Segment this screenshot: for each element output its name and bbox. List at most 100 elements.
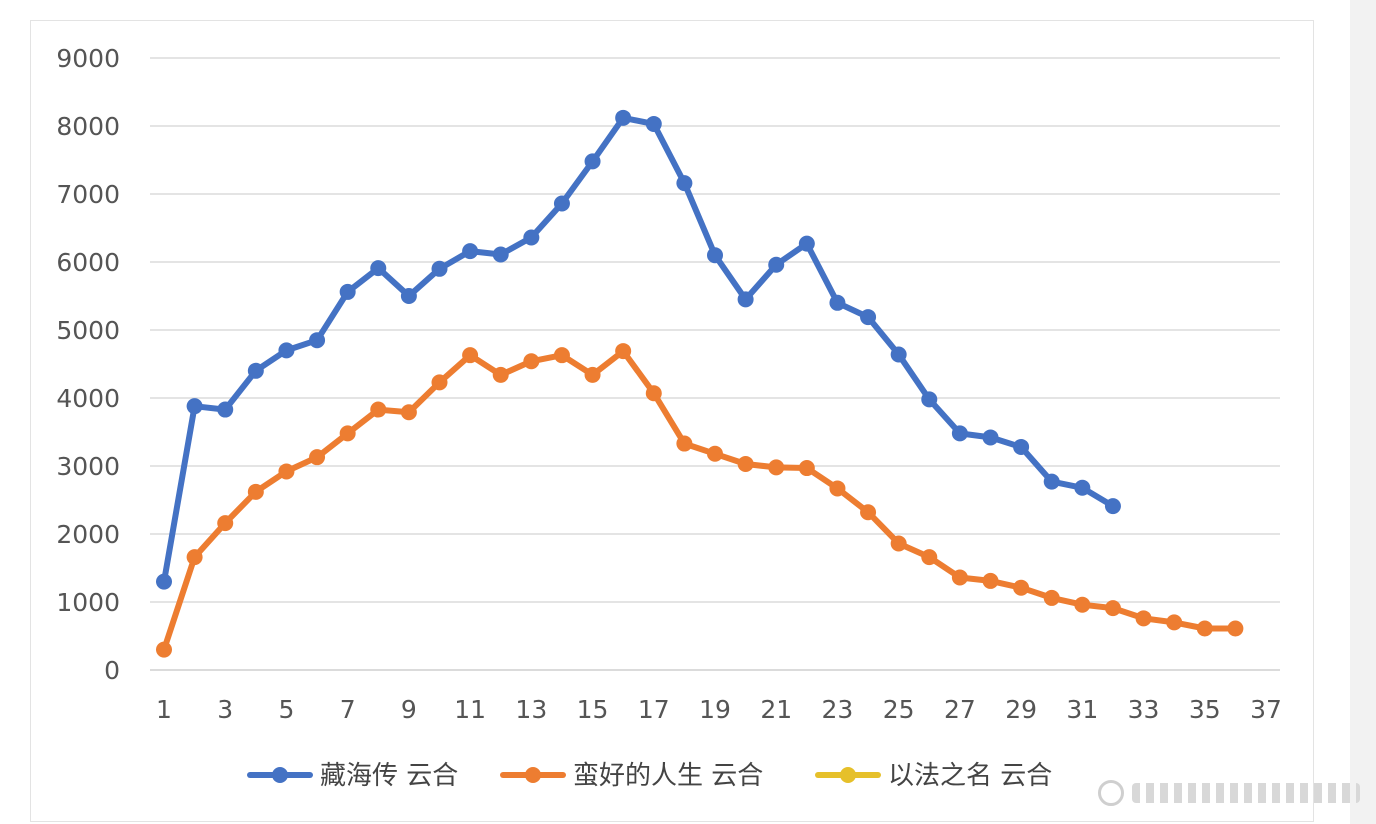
data-point-series-1 <box>584 153 601 170</box>
data-point-series-2 <box>1074 596 1091 613</box>
x-tick-label: 7 <box>340 695 356 724</box>
data-point-series-2 <box>1104 600 1121 617</box>
data-point-series-1 <box>829 294 846 311</box>
x-tick-label: 15 <box>577 695 609 724</box>
data-point-series-2 <box>1043 589 1060 606</box>
data-point-series-2 <box>492 366 509 383</box>
data-point-series-1 <box>860 309 877 326</box>
x-tick-label: 29 <box>1005 695 1037 724</box>
data-point-series-2 <box>217 515 234 532</box>
data-point-series-2 <box>400 404 417 421</box>
data-point-series-1 <box>431 260 448 277</box>
x-tick-label: 17 <box>638 695 670 724</box>
data-point-series-1 <box>1013 438 1030 455</box>
data-point-series-2 <box>951 569 968 586</box>
data-point-series-1 <box>1043 473 1060 490</box>
data-point-series-1 <box>1074 479 1091 496</box>
data-point-series-2 <box>1196 620 1213 637</box>
y-tick-label: 5000 <box>56 316 120 345</box>
x-tick-label: 27 <box>944 695 976 724</box>
watermark-logo-icon <box>1098 780 1124 806</box>
watermark-text-blur <box>1132 783 1360 803</box>
x-tick-label: 13 <box>515 695 547 724</box>
data-point-series-2 <box>982 572 999 589</box>
watermark <box>1098 775 1360 811</box>
y-tick-label: 6000 <box>56 248 120 277</box>
x-tick-label: 35 <box>1189 695 1221 724</box>
x-tick-label: 33 <box>1128 695 1160 724</box>
data-point-series-1 <box>400 288 417 304</box>
y-tick-label: 1000 <box>56 588 120 617</box>
data-point-series-1 <box>278 342 295 359</box>
data-point-series-1 <box>1104 498 1121 515</box>
data-point-series-2 <box>370 401 387 418</box>
legend: 藏海传 云合 蛮好的人生 云合 以法之名 云合 <box>247 761 1052 791</box>
data-point-series-1 <box>768 256 785 273</box>
legend-marker-3 <box>840 767 856 783</box>
x-tick-label: 25 <box>883 695 915 724</box>
y-tick-label: 0 <box>104 656 120 685</box>
x-tick-label: 3 <box>217 695 233 724</box>
data-point-series-2 <box>615 343 632 360</box>
data-point-series-1 <box>523 229 540 246</box>
x-tick-label: 31 <box>1066 695 1098 724</box>
data-point-series-1 <box>492 246 509 263</box>
data-point-series-1 <box>676 175 693 192</box>
legend-label-3: 以法之名 云合 <box>888 761 1052 791</box>
data-point-series-1 <box>309 332 326 349</box>
data-point-series-2 <box>309 449 326 466</box>
y-axis-tick-labels: 0 1000 2000 3000 4000 5000 6000 7000 8000 9000 <box>56 44 120 685</box>
data-point-series-1 <box>370 260 387 277</box>
data-point-series-2 <box>553 347 570 364</box>
data-point-series-1 <box>615 109 632 126</box>
data-point-series-1 <box>890 346 907 363</box>
data-point-series-2 <box>829 480 846 497</box>
data-point-series-2 <box>1227 620 1244 637</box>
y-tick-label: 2000 <box>56 520 120 549</box>
data-point-series-2 <box>890 535 907 552</box>
data-point-series-1 <box>798 235 815 252</box>
data-point-series-2 <box>186 549 203 566</box>
data-point-series-1 <box>462 243 479 260</box>
data-point-series-2 <box>339 425 356 442</box>
data-point-series-2 <box>431 374 448 391</box>
grid-lines <box>150 57 1280 671</box>
data-point-series-1 <box>951 425 968 442</box>
data-point-series-2 <box>798 460 815 477</box>
x-tick-label: 19 <box>699 695 731 724</box>
series-line-1 <box>161 114 1116 585</box>
data-point-series-2 <box>645 385 662 402</box>
data-point-series-2 <box>860 504 877 521</box>
data-point-series-2 <box>707 445 723 462</box>
y-tick-label: 7000 <box>56 180 120 209</box>
x-tick-label: 11 <box>454 695 486 724</box>
data-point-series-1 <box>707 247 723 264</box>
y-tick-label: 3000 <box>56 452 120 481</box>
data-point-series-2 <box>156 641 172 658</box>
data-point-series-1 <box>921 391 938 408</box>
legend-marker-2 <box>525 767 541 783</box>
y-tick-label: 9000 <box>56 44 120 73</box>
x-tick-label: 5 <box>278 695 294 724</box>
x-tick-label: 37 <box>1250 695 1282 724</box>
data-point-series-2 <box>1135 610 1152 627</box>
y-tick-label: 4000 <box>56 384 120 413</box>
page-edge-strip <box>1350 0 1376 824</box>
legend-marker-1 <box>272 767 288 783</box>
y-tick-label: 8000 <box>56 112 120 141</box>
x-tick-label: 21 <box>760 695 792 724</box>
data-point-series-1 <box>186 398 203 415</box>
data-point-series-2 <box>278 463 295 480</box>
data-point-series-1 <box>217 401 234 418</box>
data-point-series-2 <box>921 549 938 566</box>
x-axis-tick-labels: 1 3 5 7 9 11 13 15 17 19 21 23 25 27 29 31 33 35 37 <box>156 695 1282 724</box>
data-point-series-2 <box>676 435 693 452</box>
data-point-series-2 <box>523 353 540 370</box>
data-point-series-1 <box>339 283 356 300</box>
data-point-series-2 <box>768 459 785 476</box>
data-point-series-1 <box>737 291 754 308</box>
series-lines <box>161 114 1239 653</box>
legend-label-2: 蛮好的人生 云合 <box>573 761 763 791</box>
data-point-series-1 <box>247 362 264 379</box>
